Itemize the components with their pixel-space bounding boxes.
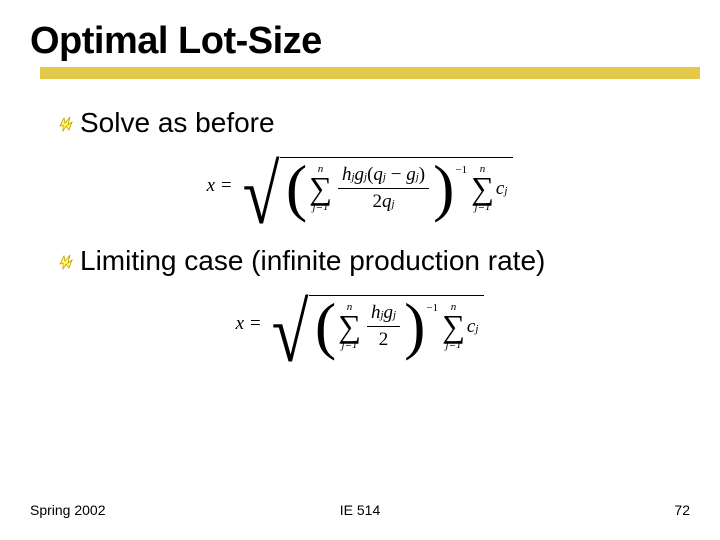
paren-group: ( n ∑ j=1 hjgj(qj − gj) 2qj — [286, 164, 467, 213]
footer-left: Spring 2002 — [30, 502, 106, 518]
eq-sign: = — [250, 313, 261, 335]
radicand: ( n ∑ j=1 hjgj(qj − gj) 2qj — [280, 157, 514, 215]
denominator: 2 — [375, 327, 393, 351]
sum-2: n ∑ j=1 — [442, 302, 465, 351]
exponent: −1 — [455, 164, 467, 176]
lhs-x: x — [236, 313, 244, 335]
sigma-icon-2: ∑ — [471, 175, 494, 202]
numerator: hjgj — [367, 302, 400, 327]
sum-lower-2: j=1 — [475, 202, 491, 213]
bullet-2-text: Limiting case (infinite production rate) — [80, 245, 545, 277]
sum-lower-2: j=1 — [446, 340, 462, 351]
lparen-icon: ( — [286, 166, 307, 211]
tail-c: cj — [496, 178, 508, 200]
slide-title: Optimal Lot-Size — [30, 20, 690, 63]
footer: Spring 2002 IE 514 72 — [30, 502, 690, 518]
sigma-icon: ∑ — [309, 175, 332, 202]
formula-1: x = √ ( n ∑ j=1 hjgj(qj − gj) — [207, 157, 514, 215]
sum-lower: j=1 — [313, 202, 329, 213]
sum-lower: j=1 — [342, 340, 358, 351]
footer-right: 72 — [674, 502, 690, 518]
rparen-icon: ) — [433, 166, 454, 211]
bullet-1: Solve as before — [58, 107, 690, 139]
zigzag-shape — [60, 117, 72, 131]
zigzag-icon — [58, 116, 74, 137]
paren-group: ( n ∑ j=1 hjgj 2 ) −1 — [315, 302, 438, 351]
radicand: ( n ∑ j=1 hjgj 2 ) −1 — [309, 295, 485, 353]
footer-center: IE 514 — [340, 502, 380, 518]
zigzag-icon — [58, 254, 74, 275]
sigma-icon-2: ∑ — [442, 313, 465, 340]
radical-icon: √ — [271, 309, 308, 359]
exponent: −1 — [426, 302, 438, 314]
sigma-icon: ∑ — [338, 313, 361, 340]
denominator: 2qj — [368, 189, 398, 213]
lparen-icon: ( — [315, 304, 336, 349]
sqrt: √ ( n ∑ j=1 hjgj 2 — [267, 295, 485, 353]
fraction-2: hjgj 2 — [367, 302, 400, 351]
sum-1: n ∑ j=1 — [338, 302, 361, 351]
bullet-1-text: Solve as before — [80, 107, 275, 139]
title-underline — [40, 67, 700, 79]
bullet-2: Limiting case (infinite production rate) — [58, 245, 690, 277]
tail-c: cj — [467, 316, 479, 338]
rparen-icon: ) — [404, 304, 425, 349]
formula-1-wrap: x = √ ( n ∑ j=1 hjgj(qj − gj) — [30, 157, 690, 215]
slide: Optimal Lot-Size Solve as before x = √ (… — [0, 0, 720, 540]
sqrt: √ ( n ∑ j=1 hjgj(qj − gj) — [238, 157, 514, 215]
fraction-1: hjgj(qj − gj) 2qj — [338, 164, 429, 213]
sum-1: n ∑ j=1 — [309, 164, 332, 213]
eq-sign: = — [221, 175, 232, 197]
formula-2-wrap: x = √ ( n ∑ j=1 hjgj — [30, 295, 690, 353]
radical-icon: √ — [242, 171, 279, 221]
formula-2: x = √ ( n ∑ j=1 hjgj — [236, 295, 485, 353]
lhs-x: x — [207, 175, 215, 197]
sum-2: n ∑ j=1 — [471, 164, 494, 213]
numerator: hjgj(qj − gj) — [338, 164, 429, 189]
zigzag-shape — [60, 255, 72, 269]
